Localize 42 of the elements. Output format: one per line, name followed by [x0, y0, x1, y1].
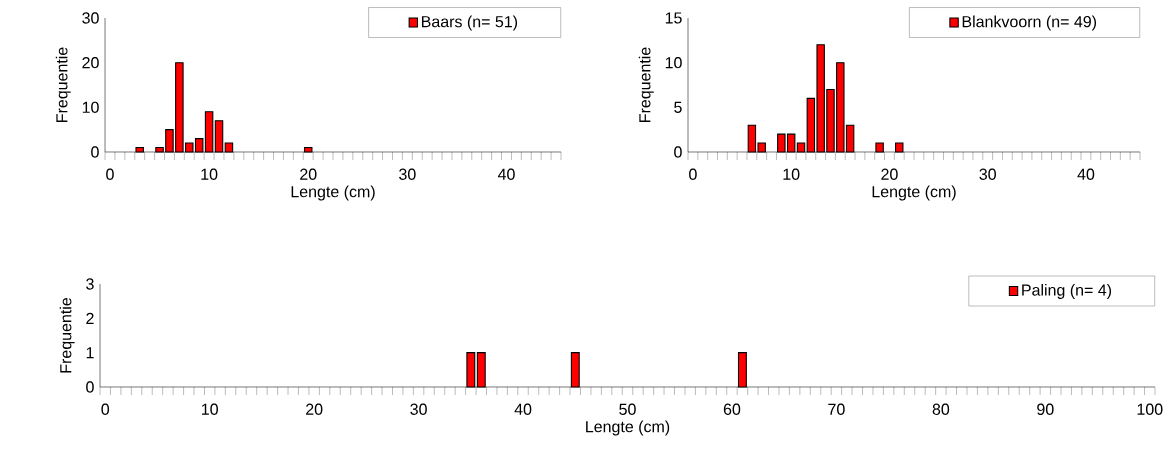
y-tick-label: 10: [82, 101, 99, 113]
y-tick-label: 5: [674, 101, 682, 113]
y-tick-label: 1: [86, 347, 94, 359]
y-tick-label: 3: [86, 278, 94, 290]
x-tick-label: 60: [723, 403, 741, 415]
legend-label: Baars (n= 51): [422, 15, 518, 31]
x-tick-label: 50: [619, 403, 636, 415]
y-tick-label: 15: [665, 12, 682, 24]
x-axis-title: Lengte (cm): [872, 185, 956, 201]
x-tick-label: 20: [306, 403, 323, 415]
legend-label: Paling (n= 4): [1022, 284, 1112, 299]
legend-label: Blankvoorn (n= 49): [962, 15, 1097, 31]
x-tick-label: 20: [881, 168, 898, 180]
x-tick-label: 30: [979, 168, 996, 180]
x-tick-label: 70: [828, 403, 845, 415]
x-tick-label: 80: [932, 403, 950, 415]
x-tick-label: 30: [399, 168, 416, 180]
x-tick-label: 0: [106, 168, 114, 180]
x-tick-label: 40: [514, 403, 532, 415]
x-tick-label: 40: [1077, 168, 1095, 180]
x-tick-label: 0: [689, 168, 697, 180]
y-tick-label: 30: [82, 12, 99, 24]
x-tick-label: 100: [1137, 403, 1163, 415]
x-tick-label: 90: [1037, 403, 1054, 415]
x-tick-label: 10: [202, 403, 218, 415]
x-tick-label: 10: [201, 168, 218, 180]
x-tick-label: 40: [497, 168, 515, 180]
y-tick-label: 20: [82, 57, 99, 69]
y-tick-label: 2: [86, 312, 94, 324]
x-axis-title: Lengte (cm): [586, 420, 670, 436]
y-tick-label: 0: [86, 381, 94, 393]
y-tick-label: 0: [91, 146, 99, 158]
y-axis-title: Frequentie: [59, 297, 75, 373]
x-axis-title: Lengte (cm): [291, 185, 375, 201]
y-tick-label: 0: [674, 146, 682, 158]
x-tick-label: 10: [783, 168, 800, 180]
x-tick-label: 0: [101, 403, 110, 415]
x-tick-label: 30: [410, 403, 427, 415]
y-axis-title: Frequentie: [55, 47, 71, 122]
y-tick-label: 10: [665, 57, 682, 69]
y-axis-title: Frequentie: [638, 47, 654, 122]
x-tick-label: 20: [300, 168, 317, 180]
